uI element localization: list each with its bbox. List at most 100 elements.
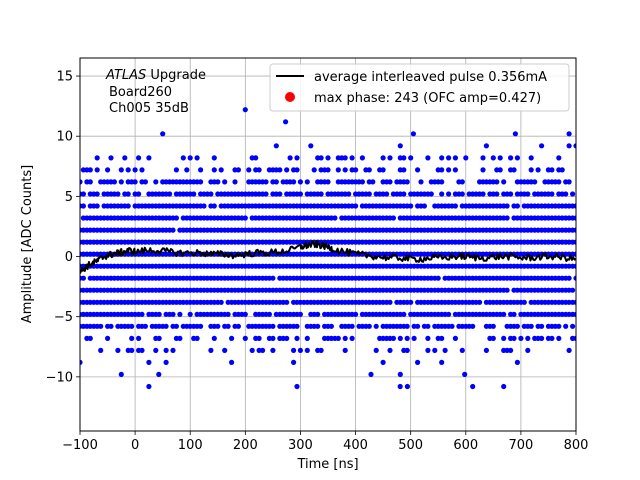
scatter-point (139, 167, 145, 173)
scatter-point (129, 347, 135, 353)
scatter-point (504, 287, 510, 293)
scatter-point (98, 323, 104, 329)
scatter-point (335, 335, 341, 341)
scatter-point (380, 155, 386, 161)
scatter-point (94, 191, 100, 197)
x-tick-label: 500 (398, 438, 423, 453)
scatter-point (384, 191, 390, 197)
scatter-point (287, 155, 293, 161)
scatter-point (194, 155, 200, 161)
average-pulse-polyline (80, 240, 576, 274)
scatter-point (294, 383, 300, 390)
scatter-point (566, 131, 572, 137)
scatter-point (425, 335, 431, 341)
scatter-point (108, 155, 114, 161)
scatter-point (501, 335, 507, 341)
scatter-point (525, 335, 531, 341)
scatter-point (439, 179, 445, 185)
scatter-point (366, 191, 372, 197)
scatter-point (566, 143, 572, 149)
scatter-point (291, 179, 297, 185)
scatter-point (297, 191, 303, 197)
scatter-point (353, 167, 359, 173)
scatter-point (404, 335, 410, 341)
scatter-point (208, 191, 214, 197)
scatter-point (514, 203, 521, 209)
scatter-point (87, 335, 93, 341)
scatter-point (266, 311, 272, 317)
scatter-point (359, 155, 365, 161)
scatter-point (359, 179, 365, 185)
scatter-point (180, 155, 186, 161)
scatter-point (225, 311, 231, 317)
scatter-point (463, 155, 469, 161)
scatter-point (270, 347, 276, 353)
scatter-point (170, 311, 176, 317)
scatter-point (294, 167, 300, 173)
scatter-point (570, 287, 576, 293)
scatter-point (459, 347, 465, 353)
scatter-point (118, 179, 124, 185)
y-tick-label: −10 (46, 370, 73, 385)
scatter-point (566, 275, 572, 281)
scatter-point (187, 311, 193, 317)
scatter-point (125, 203, 131, 209)
scatter-point (373, 323, 379, 329)
scatter-point (528, 323, 534, 329)
scatter-point (163, 359, 169, 365)
scatter-point (242, 311, 248, 317)
scatter-point (235, 323, 241, 329)
scatter-point (160, 131, 166, 137)
scatter-point (139, 347, 145, 353)
scatter-point (253, 155, 259, 161)
scatter-point (342, 335, 348, 341)
x-tick-label: 700 (508, 438, 533, 453)
scatter-point (260, 347, 266, 353)
scatter-point (439, 359, 445, 365)
scatter-point (297, 179, 303, 185)
scatter-point (573, 203, 576, 209)
scatter-point (514, 323, 521, 329)
x-tick-label: 200 (233, 438, 258, 453)
scatter-point (525, 191, 531, 197)
scatter-point (573, 143, 576, 149)
scatter-point (297, 347, 303, 353)
scatter-point (80, 179, 83, 185)
scatter-point (125, 167, 131, 173)
scatter-point (353, 311, 359, 317)
scatter-point (528, 155, 534, 161)
scatter-point (277, 191, 283, 197)
scatter-point-outlier (156, 371, 162, 377)
scatter-point (325, 179, 331, 185)
scatter-point (470, 383, 476, 390)
scatter-point (401, 311, 407, 317)
scatter-point (511, 167, 517, 173)
scatter-point (198, 323, 204, 329)
scatter-point (122, 155, 128, 161)
scatter-point (480, 167, 486, 173)
scatter-point (470, 323, 476, 329)
x-tick-label: 600 (453, 438, 478, 453)
scatter-point (194, 335, 200, 341)
scatter-point (294, 323, 300, 329)
x-tick-label: −100 (62, 438, 98, 453)
scatter-point (432, 347, 438, 353)
scatter-point (408, 203, 414, 209)
scatter-point (191, 191, 197, 197)
scatter-point (136, 155, 142, 161)
scatter-point (342, 155, 348, 161)
scatter-point (459, 191, 465, 197)
scatter-point (222, 347, 228, 353)
scatter-point (105, 335, 111, 341)
scatter-point-outlier (283, 119, 289, 125)
scatter-point (439, 191, 445, 197)
scatter-point-outlier (368, 371, 374, 377)
scatter-point (332, 215, 338, 221)
scatter-point (380, 167, 386, 173)
scatter-point (349, 335, 355, 341)
scatter-point (156, 335, 162, 341)
scatter-point (508, 347, 514, 353)
scatter-point (246, 167, 252, 173)
scatter-point (387, 179, 393, 185)
